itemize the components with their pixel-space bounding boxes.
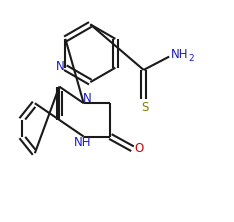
Text: NH: NH: [171, 48, 189, 61]
Text: O: O: [135, 142, 144, 155]
Text: S: S: [141, 101, 148, 114]
Text: N: N: [83, 92, 91, 105]
Text: N: N: [55, 60, 64, 73]
Text: 2: 2: [188, 54, 194, 63]
Text: NH: NH: [74, 136, 91, 149]
